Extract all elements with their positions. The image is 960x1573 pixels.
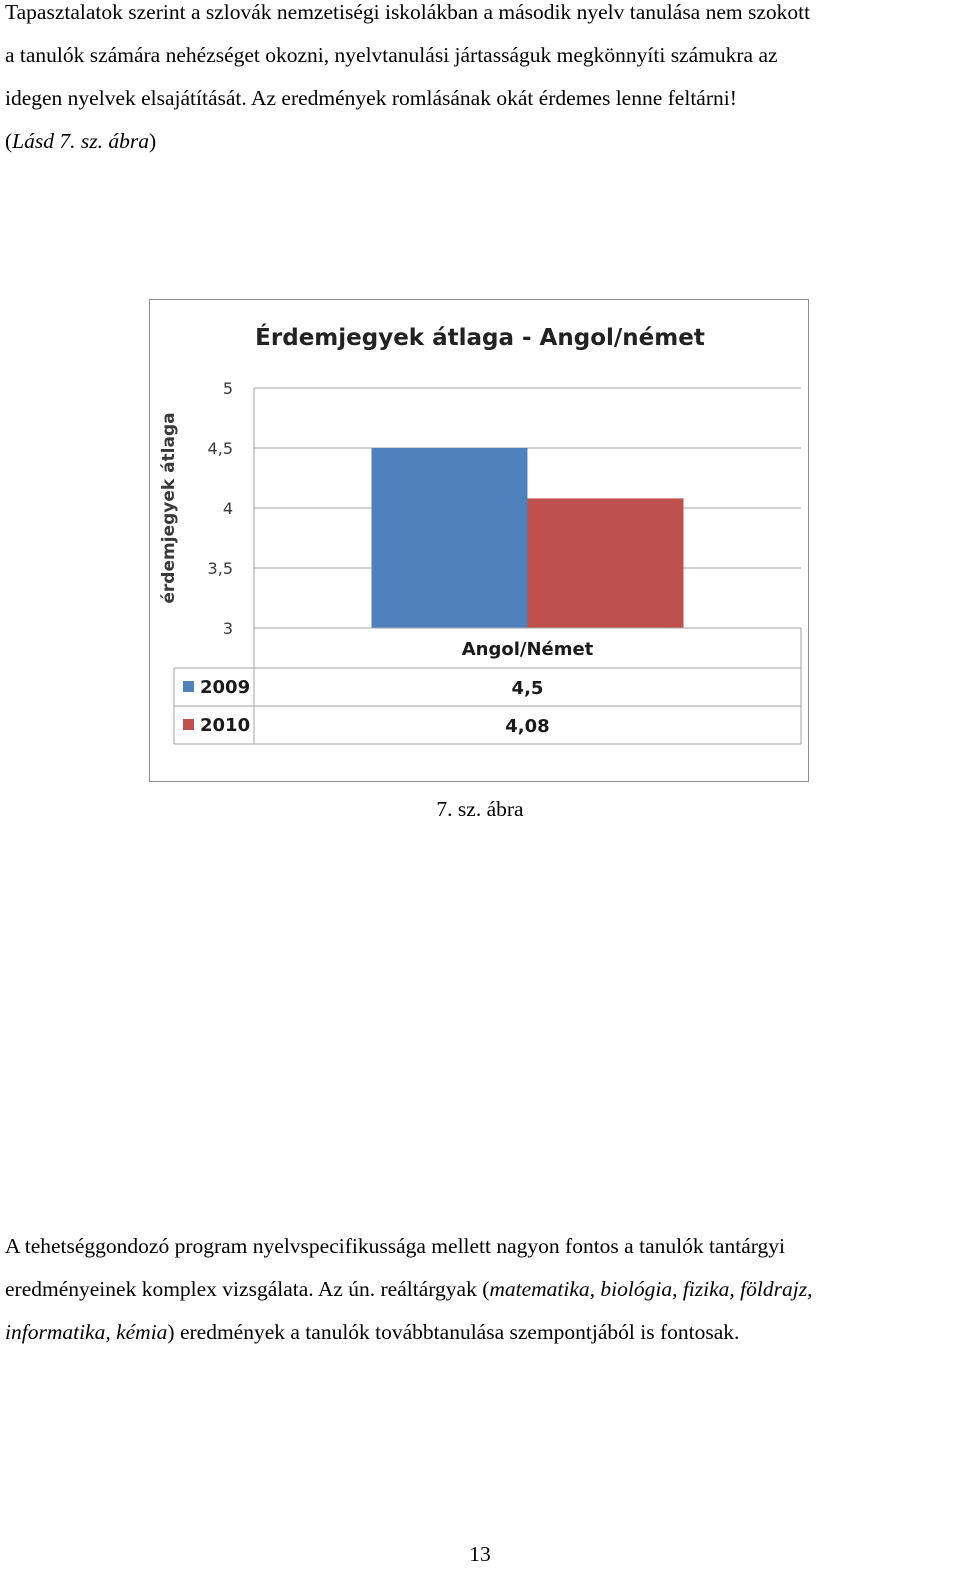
data-table: Angol/Német 2009 4,5 2010 4,08 — [173, 627, 802, 745]
body-paragraph: A tehetséggondozó program nyelvspecifiku… — [5, 1225, 953, 1354]
intro-line-3: idegen nyelvek elsajátítását. Az eredmén… — [5, 86, 737, 110]
intro-paragraph: Tapasztalatok szerint a szlovák nemzetis… — [5, 0, 953, 163]
figure-reference-open: ( — [5, 129, 13, 153]
figure-reference-close: ) — [148, 129, 157, 153]
y-tick-label: 4 — [223, 499, 233, 518]
bars — [371, 448, 684, 628]
y-tick-label: 4,5 — [208, 439, 233, 458]
legend-label-2009: 2009 — [200, 677, 250, 698]
legend-label-2010: 2010 — [200, 715, 250, 736]
chart-frame: Érdemjegyek átlaga - Angol/német érdemje… — [149, 299, 809, 782]
body-line-3: informatika, kémia) eredmények a tanulók… — [5, 1311, 953, 1354]
chart-title: Érdemjegyek átlaga - Angol/német — [255, 323, 705, 351]
y-axis-label: érdemjegyek átlaga — [159, 412, 179, 603]
bar-2010 — [527, 498, 684, 628]
legend-swatch-2009 — [183, 681, 194, 692]
legend-swatch-2010 — [183, 719, 194, 730]
body-line-2-text: eredményeinek komplex vizsgálata. Az ún.… — [5, 1277, 490, 1301]
x-category-label: Angol/Német — [462, 639, 594, 660]
y-tick-label: 5 — [223, 379, 233, 398]
intro-line-1: Tapasztalatok szerint a szlovák nemzetis… — [5, 0, 811, 24]
intro-line-2: a tanulók számára nehézséget okozni, nye… — [5, 43, 778, 67]
y-tick-label: 3,5 — [208, 559, 233, 578]
body-line-3-text: ) eredmények a tanulók továbbtanulása sz… — [167, 1320, 740, 1344]
figure-reference: (Lásd 7. sz. ábra) — [5, 120, 953, 163]
data-label-2010: 4,08 — [505, 716, 549, 737]
figure-caption: 7. sz. ábra — [436, 797, 524, 821]
body-line-2: eredményeinek komplex vizsgálata. Az ún.… — [5, 1268, 953, 1311]
body-line-1: A tehetséggondozó program nyelvspecifiku… — [5, 1234, 785, 1258]
subject-list-part-2: informatika, kémia — [5, 1320, 168, 1344]
page-number: 13 — [469, 1542, 491, 1566]
bar-2009 — [371, 448, 528, 628]
bar-chart: Érdemjegyek átlaga - Angol/német érdemje… — [159, 323, 802, 745]
y-tick-label: 3 — [223, 619, 233, 638]
subject-list-part-1: matematika, biológia, fizika, földrajz, — [489, 1277, 813, 1301]
axes: 3 3,5 4 4,5 5 — [208, 379, 255, 638]
data-label-2009: 4,5 — [512, 678, 544, 699]
figure-reference-text: Lásd 7. sz. ábra — [12, 129, 149, 153]
